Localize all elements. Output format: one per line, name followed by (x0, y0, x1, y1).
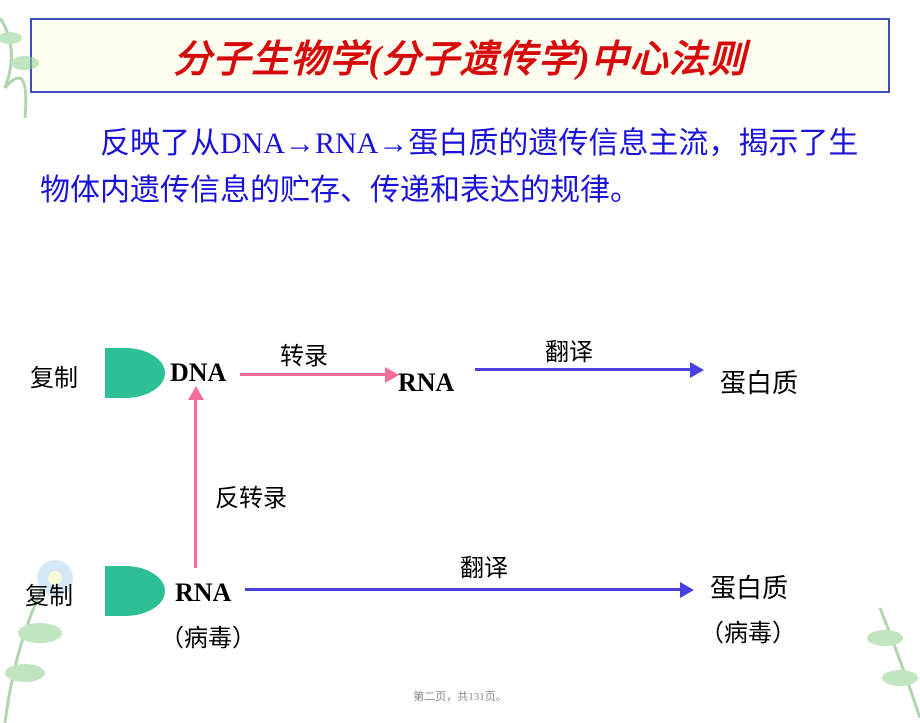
central-dogma-diagram: 复制 复制 DNA RNA 蛋白质 RNA 蛋白质 （病毒） （病毒） 转录 翻… (0, 318, 920, 678)
node-protein-bottom: 蛋白质 (710, 568, 788, 605)
node-rna-top: RNA (398, 368, 454, 398)
label-transcription: 转录 (280, 336, 328, 371)
label-translation-top: 翻译 (545, 332, 593, 367)
label-replication-rna: 复制 (25, 576, 73, 611)
node-protein-top: 蛋白质 (720, 363, 798, 400)
label-replication-dna: 复制 (30, 358, 78, 393)
label-reverse-transcription: 反转录 (215, 478, 287, 513)
title-text: 分子生物学(分子遗传学)中心法则 (42, 28, 878, 83)
label-virus-left: （病毒） (160, 618, 256, 653)
replication-loop-dna (105, 348, 165, 398)
label-virus-right: （病毒） (700, 613, 796, 648)
title-box: 分子生物学(分子遗传学)中心法则 (30, 18, 890, 93)
deco-plant-top-left (0, 8, 80, 128)
replication-loop-rna (105, 566, 165, 616)
node-rna-bottom: RNA (175, 578, 231, 608)
node-dna: DNA (170, 358, 226, 388)
page-footer: 第二页，共131页。 (0, 688, 920, 704)
label-translation-bottom: 翻译 (460, 548, 508, 583)
body-paragraph: 反映了从DNA→RNA→蛋白质的遗传信息主流，揭示了生物体内遗传信息的贮存、传递… (40, 121, 880, 214)
slide: 分子生物学(分子遗传学)中心法则 反映了从DNA→RNA→蛋白质的遗传信息主流，… (0, 18, 920, 708)
